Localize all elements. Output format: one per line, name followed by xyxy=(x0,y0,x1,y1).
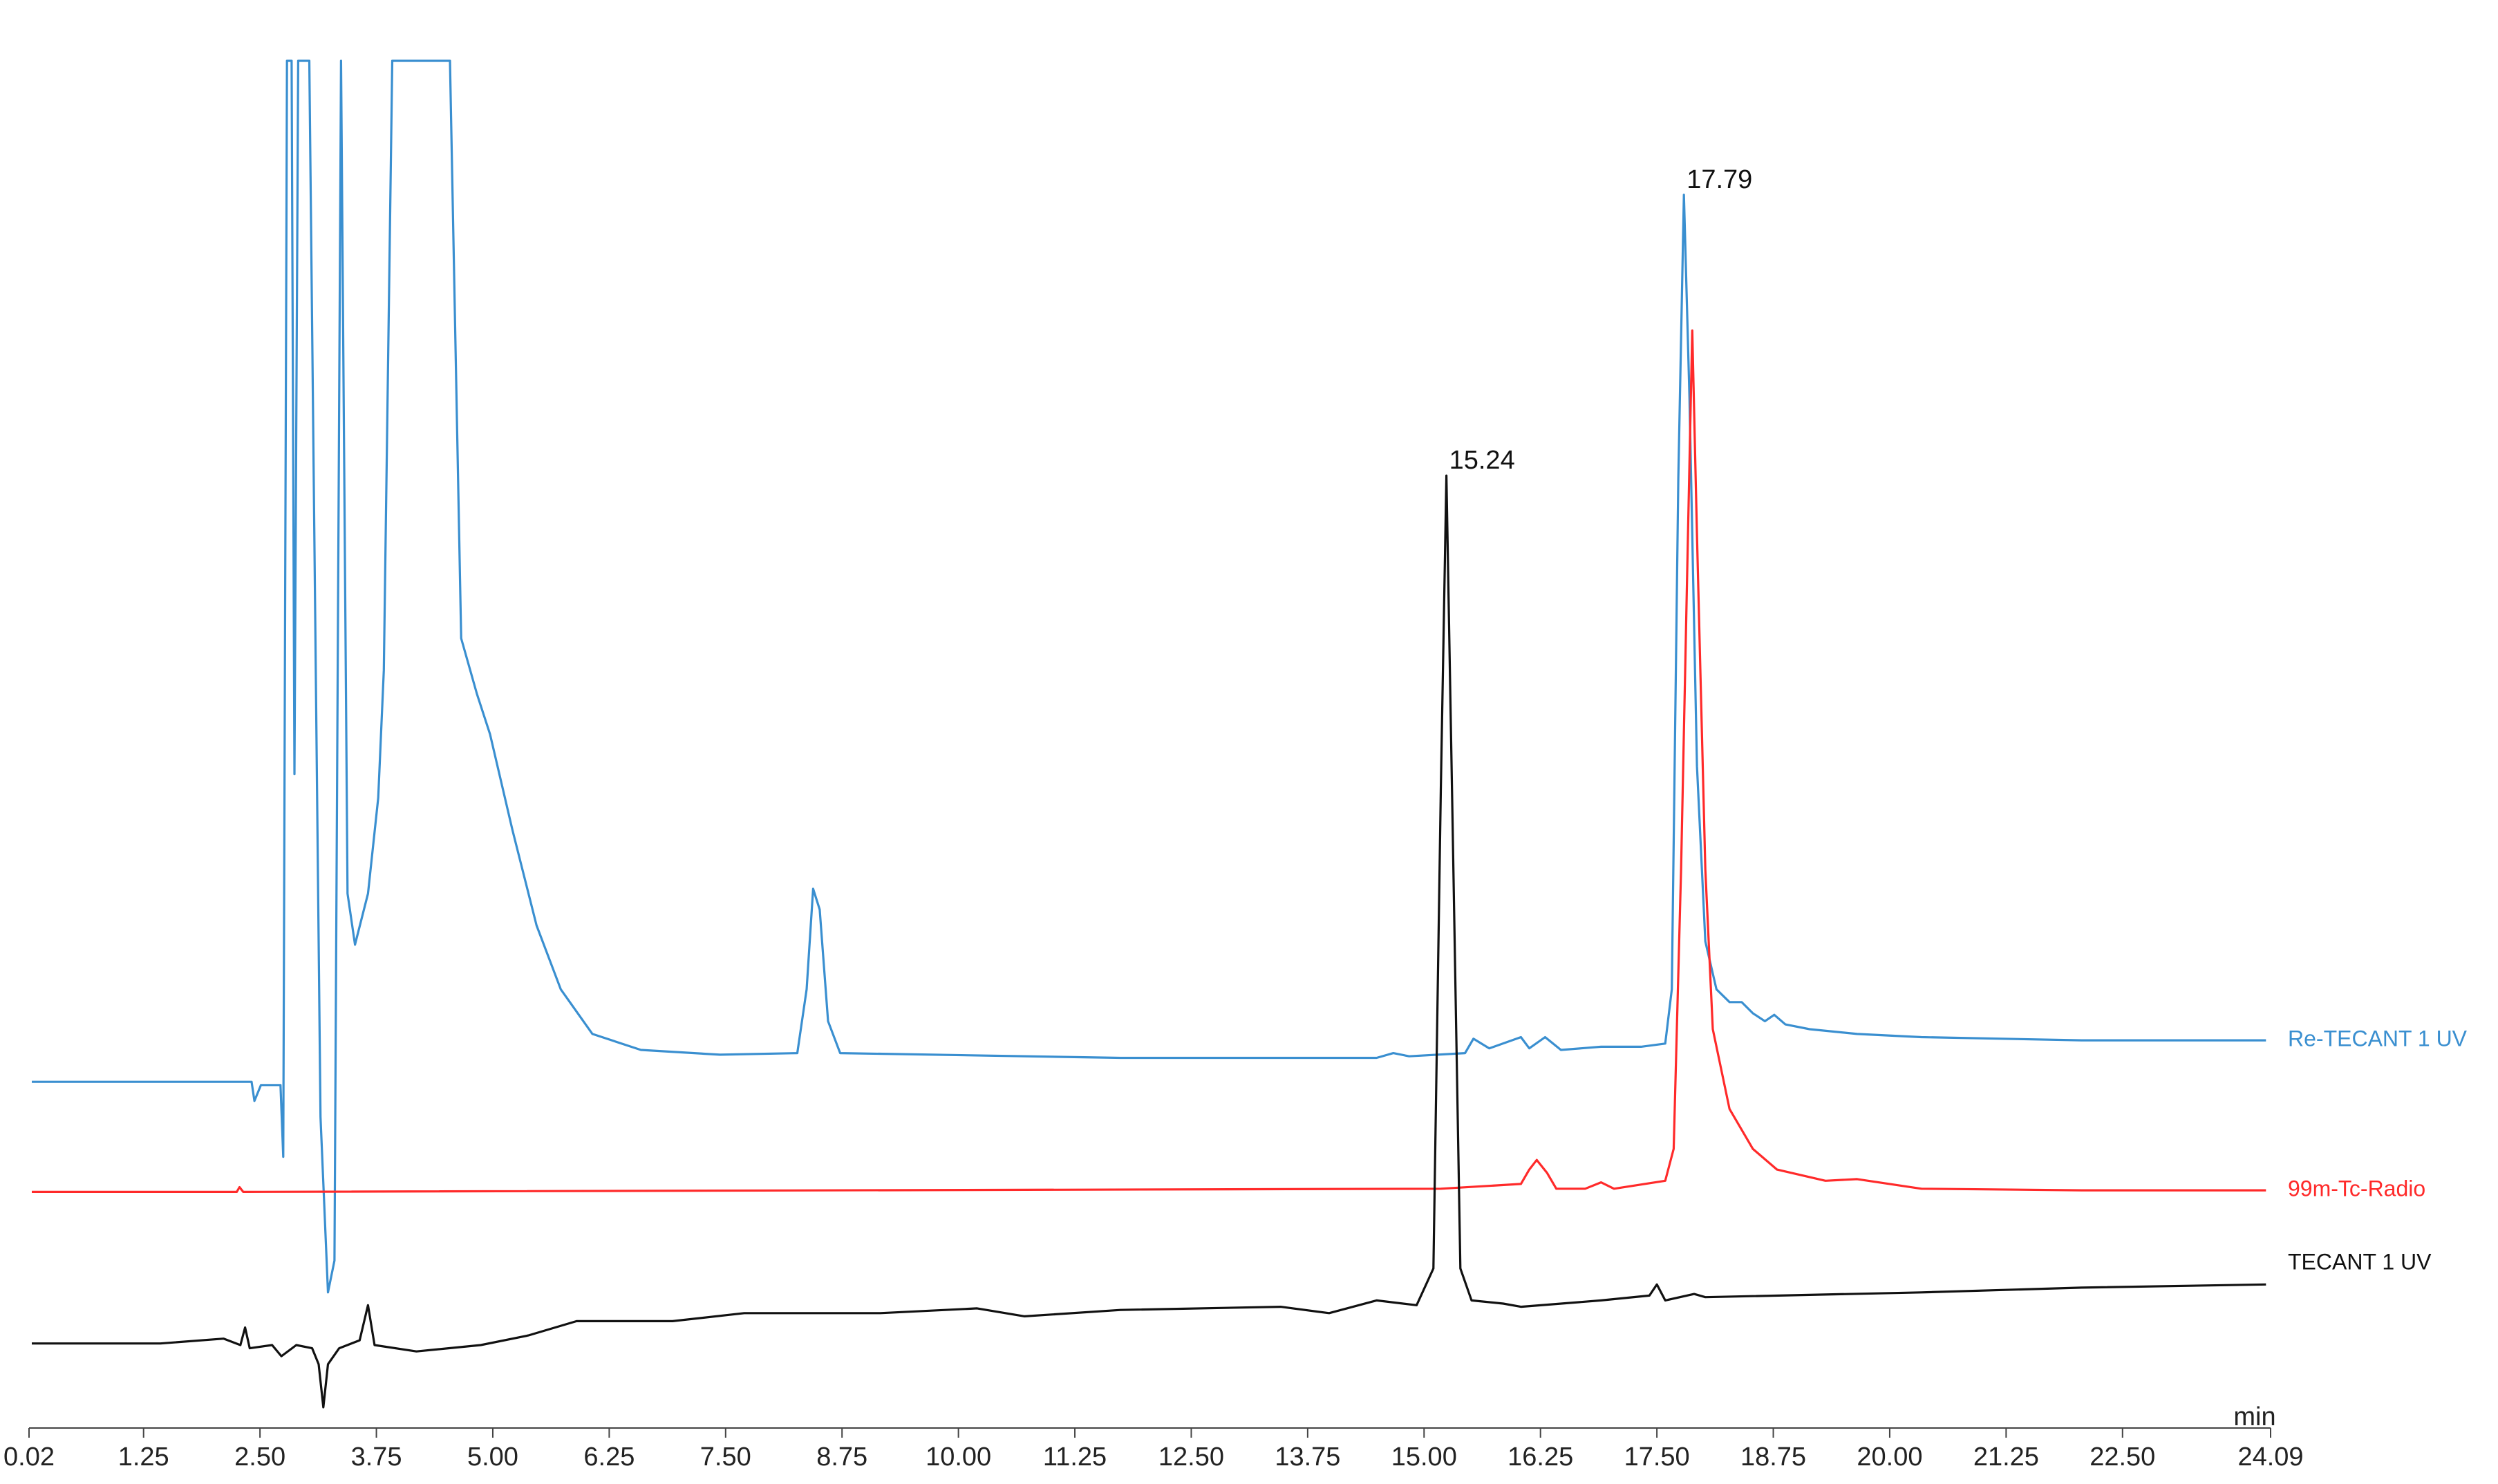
x-tick-label: 18.75 xyxy=(1740,1443,1806,1472)
x-tick-label: 8.75 xyxy=(816,1443,867,1472)
x-tick-label: 12.50 xyxy=(1158,1443,1224,1472)
x-tick-label: 17.50 xyxy=(1624,1443,1690,1472)
peak-label: 17.79 xyxy=(1687,165,1752,194)
x-tick-label: 22.50 xyxy=(2090,1443,2155,1472)
peak-label: 15.24 xyxy=(1449,446,1515,475)
x-tick-label: 3.75 xyxy=(351,1443,402,1472)
x-tick-label: 7.50 xyxy=(700,1443,751,1472)
x-tick-label: 1.25 xyxy=(118,1443,169,1472)
series-label: TECANT 1 UV xyxy=(2288,1250,2432,1275)
x-tick-label: 2.50 xyxy=(234,1443,285,1472)
x-tick-label: 21.25 xyxy=(1973,1443,2039,1472)
x-axis-label: min xyxy=(2233,1402,2275,1431)
x-tick-label: 15.00 xyxy=(1391,1443,1457,1472)
series-label: Re-TECANT 1 UV xyxy=(2288,1026,2468,1051)
series-line xyxy=(32,474,2266,1409)
x-tick-label: 11.25 xyxy=(1043,1443,1107,1472)
x-tick-label: 6.25 xyxy=(583,1443,635,1472)
x-tick-label: 13.75 xyxy=(1275,1443,1340,1472)
series-line xyxy=(32,59,2266,1294)
x-tick-label: 0.02 xyxy=(3,1443,55,1472)
series-line xyxy=(32,329,2266,1193)
x-tick-label: 10.00 xyxy=(926,1443,991,1472)
series-label: 99m-Tc-Radio xyxy=(2288,1176,2425,1201)
x-tick-label: 16.25 xyxy=(1508,1443,1573,1472)
x-tick-label: 24.09 xyxy=(2237,1443,2303,1472)
x-tick-label: 5.00 xyxy=(467,1443,518,1472)
x-tick-label: 20.00 xyxy=(1857,1443,1922,1472)
